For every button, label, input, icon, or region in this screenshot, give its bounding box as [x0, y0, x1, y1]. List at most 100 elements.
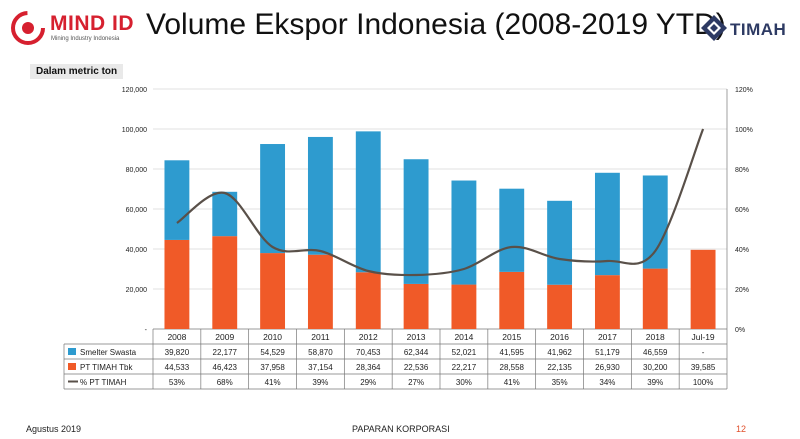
bar-smelter-swasta: [307, 136, 333, 255]
bar-pt-timah: [451, 284, 477, 329]
data-table-value: 62,344: [404, 348, 429, 357]
data-table-value: 34%: [599, 378, 615, 387]
data-table-value: 39%: [312, 378, 328, 387]
data-table-value: 52,021: [452, 348, 477, 357]
y-left-tick-label: -: [145, 327, 148, 334]
bar-smelter-swasta: [451, 180, 477, 285]
legend-label: PT TIMAH Tbk: [80, 363, 133, 372]
x-tick-label: 2009: [215, 332, 234, 342]
data-table-value: 54,529: [260, 348, 285, 357]
bar-smelter-swasta: [547, 200, 573, 285]
y-right-tick-label: 100%: [735, 127, 753, 134]
y-left-tick-label: 60,000: [126, 207, 148, 214]
footer-title: PAPARAN KORPORASI: [352, 424, 450, 434]
y-left-tick-label: 40,000: [126, 247, 148, 254]
data-table-value: 53%: [169, 378, 185, 387]
data-table-value: 28,558: [500, 363, 525, 372]
bar-pt-timah: [355, 272, 381, 329]
data-table-value: 68%: [217, 378, 233, 387]
page-title: Volume Ekspor Indonesia (2008-2019 YTD): [146, 8, 726, 41]
x-tick-label: 2015: [502, 332, 521, 342]
data-table-value: 39,585: [691, 363, 716, 372]
header: MIND ID Mining Industry Indonesia Volume…: [0, 0, 800, 56]
bar-pt-timah: [212, 236, 238, 329]
bar-smelter-swasta: [403, 159, 429, 284]
data-table-value: 41%: [504, 378, 520, 387]
mind-id-logo: MIND ID Mining Industry Indonesia: [10, 8, 145, 48]
y-left-tick-label: 100,000: [122, 127, 147, 134]
legend-swatch: [68, 363, 76, 370]
data-table-value: 22,217: [452, 363, 477, 372]
bar-pt-timah: [499, 271, 525, 329]
bar-smelter-swasta: [164, 160, 190, 240]
data-table-value: 22,135: [547, 363, 572, 372]
mind-id-logo-text: MIND ID: [50, 12, 134, 35]
bar-smelter-swasta: [499, 188, 525, 272]
x-tick-label: 2017: [598, 332, 617, 342]
data-table-value: 41,595: [500, 348, 525, 357]
y-left-tick-label: 20,000: [126, 287, 148, 294]
data-table-value: 46,423: [213, 363, 238, 372]
data-table-value: 27%: [408, 378, 424, 387]
data-table-value: 29%: [360, 378, 376, 387]
x-tick-label: 2012: [359, 332, 378, 342]
y-right-tick-label: 0%: [735, 327, 745, 334]
bar-pt-timah: [594, 275, 620, 329]
y-right-tick-label: 120%: [735, 87, 753, 94]
x-tick-label: 2008: [167, 332, 186, 342]
data-table-value: 28,364: [356, 363, 381, 372]
x-tick-label: Jul-19: [692, 332, 715, 342]
data-table-value: 22,177: [213, 348, 238, 357]
bar-pt-timah: [642, 268, 668, 329]
timah-logo-mark-icon: [701, 15, 727, 41]
mind-id-logo-subtitle: Mining Industry Indonesia: [51, 36, 120, 42]
data-table-value: -: [702, 348, 705, 357]
data-table-value: 46,559: [643, 348, 668, 357]
chart: - 20,000 40,000 60,000 80,000 100,000 120,000 0…: [63, 87, 753, 390]
legend-swatch: [68, 348, 76, 355]
bar-smelter-swasta: [594, 172, 620, 276]
data-table-value: 100%: [693, 378, 713, 387]
timah-logo-text: TIMAH: [730, 20, 787, 39]
data-table-value: 70,453: [356, 348, 381, 357]
bar-pt-timah: [690, 249, 716, 329]
data-table-value: 37,958: [260, 363, 285, 372]
x-tick-label: 2016: [550, 332, 569, 342]
bar-pt-timah: [164, 239, 190, 329]
timah-logo: TIMAH: [700, 10, 795, 46]
bar-smelter-swasta: [260, 144, 286, 254]
x-tick-label: 2011: [311, 332, 330, 342]
x-tick-label: 2010: [263, 332, 282, 342]
y-right-tick-label: 60%: [735, 207, 749, 214]
bar-smelter-swasta: [642, 175, 668, 269]
data-table-value: 30,200: [643, 363, 668, 372]
y-left-tick-label: 80,000: [126, 167, 148, 174]
data-table-value: 30%: [456, 378, 472, 387]
page-number: 12: [736, 424, 747, 434]
data-table-value: 22,536: [404, 363, 429, 372]
bar-pt-timah: [547, 284, 573, 329]
bar-pt-timah: [307, 254, 333, 329]
bar-pt-timah: [403, 283, 429, 329]
data-table-value: 26,930: [595, 363, 620, 372]
data-table-value: 41,962: [547, 348, 572, 357]
mind-id-logo-mark-icon: [11, 11, 45, 45]
unit-label: Dalam metric ton: [30, 64, 124, 79]
data-table-value: 44,533: [165, 363, 190, 372]
data-table-value: 35%: [552, 378, 568, 387]
x-tick-label: 2014: [454, 332, 473, 342]
bar-pt-timah: [260, 253, 286, 329]
data-table-value: 39,820: [165, 348, 190, 357]
legend-label: Smelter Swasta: [80, 348, 137, 357]
y-right-tick-label: 40%: [735, 247, 749, 254]
footer: Agustus 2019 PAPARAN KORPORASI 12: [0, 414, 800, 439]
x-tick-label: 2013: [407, 332, 426, 342]
data-table-value: 39%: [647, 378, 663, 387]
y-right-tick-label: 80%: [735, 167, 749, 174]
data-table-value: 58,870: [308, 348, 333, 357]
x-tick-label: 2018: [646, 332, 665, 342]
bar-smelter-swasta: [355, 131, 381, 273]
data-table-value: 51,179: [595, 348, 620, 357]
y-right-tick-label: 20%: [735, 287, 749, 294]
legend-label: % PT TIMAH: [80, 378, 127, 387]
